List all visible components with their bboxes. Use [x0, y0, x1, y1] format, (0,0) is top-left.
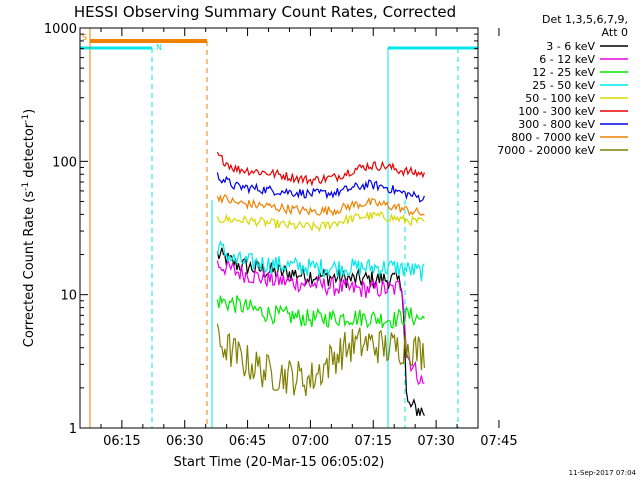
series-line-0	[216, 247, 425, 417]
legend-label: 50 - 100 keV	[525, 92, 595, 105]
series-line-5	[216, 151, 425, 187]
x-axis-label: Start Time (20-Mar-15 06:05:02)	[174, 455, 385, 470]
legend-label: 7000 - 20000 keV	[497, 144, 595, 157]
y-tick-label: 1	[69, 422, 77, 437]
x-tick-label: 06:45	[229, 434, 266, 449]
x-tick-label: 06:30	[166, 434, 203, 449]
legend-label: 25 - 50 keV	[532, 79, 595, 92]
series-layer	[216, 151, 425, 417]
legend-label: 12 - 25 keV	[532, 66, 595, 79]
legend-label: 800 - 7000 keV	[511, 131, 595, 144]
series-line-8	[216, 323, 425, 397]
x-tick-label: 07:30	[417, 434, 454, 449]
timestamp: 11-Sep-2017 07:04	[569, 469, 637, 477]
series-line-4	[216, 211, 425, 233]
series-line-2	[216, 295, 425, 329]
legend-label: 100 - 300 keV	[518, 105, 595, 118]
y-axis-label: Corrected Count Rate (s-1 detector-1)	[21, 109, 37, 347]
x-tick-label: 07:45	[480, 434, 517, 449]
legend-header-attenuator: Att 0	[602, 26, 628, 39]
plot-frame	[79, 27, 479, 429]
series-line-7	[216, 193, 425, 217]
chart-title: HESSI Observing Summary Count Rates, Cor…	[74, 3, 456, 21]
y-tick-label: 1000	[44, 22, 77, 37]
legend-label: 6 - 12 keV	[539, 53, 595, 66]
y-tick-label: 100	[52, 155, 77, 170]
legend-label: 300 - 800 keV	[518, 118, 595, 131]
series-line-1	[216, 259, 425, 386]
saa-flag-label: S	[82, 33, 87, 42]
legend-header-detectors: Det 1,3,5,6,7,9,	[542, 13, 628, 26]
x-tick-label: 07:15	[355, 434, 392, 449]
x-tick-label: 07:00	[292, 434, 329, 449]
series-line-3	[216, 240, 425, 282]
night-flag-label: N	[156, 43, 162, 52]
observing-overlays: SN	[80, 28, 478, 428]
series-line-6	[216, 172, 425, 203]
x-tick-label: 06:15	[103, 434, 140, 449]
y-tick-label: 10	[60, 289, 77, 304]
axis-ticks: 06:15 06:30 06:45 07:00 07:15 07:30 07:45 1 10 10…	[44, 22, 518, 449]
legend-label: 3 - 6 keV	[546, 40, 595, 53]
